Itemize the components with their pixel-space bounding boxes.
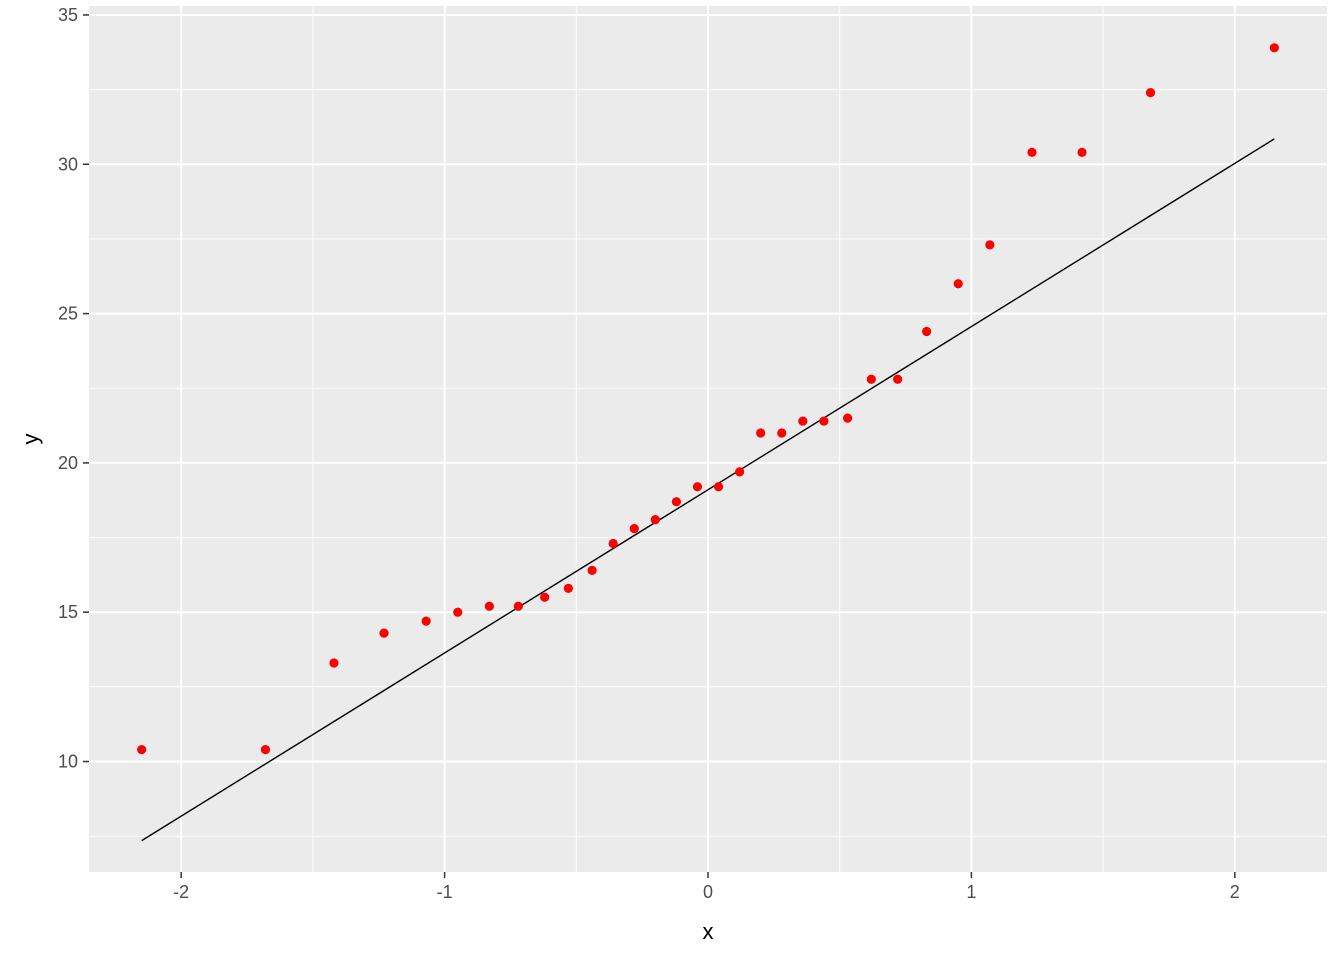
- y-tick-label: 30: [58, 154, 78, 174]
- data-point: [893, 374, 903, 384]
- data-point: [260, 744, 271, 755]
- y-tick-label: 25: [58, 304, 78, 324]
- data-point: [798, 416, 808, 426]
- reference-line: [141, 138, 1275, 842]
- data-point: [713, 482, 724, 492]
- data-point: [453, 607, 463, 617]
- data-point: [777, 428, 787, 438]
- data-point: [629, 523, 639, 534]
- data-point: [843, 413, 853, 423]
- data-point: [540, 592, 550, 602]
- data-point: [1027, 147, 1037, 157]
- x-tick-label: -1: [437, 882, 453, 902]
- data-point: [756, 428, 766, 438]
- x-tick-label: 2: [1230, 882, 1240, 902]
- y-tick-label: 35: [58, 5, 78, 25]
- y-axis-title: y: [18, 434, 43, 445]
- data-point: [379, 628, 389, 638]
- data-point: [650, 515, 660, 525]
- x-axis-ticks: -2 -1 0 1 2: [173, 872, 1240, 902]
- data-point: [1145, 88, 1156, 98]
- data-point: [735, 467, 745, 477]
- data-points: [137, 43, 1279, 755]
- data-point: [985, 240, 995, 250]
- data-point: [1269, 43, 1279, 53]
- data-point: [608, 538, 618, 549]
- data-point: [587, 565, 597, 575]
- data-point: [1077, 147, 1087, 157]
- reference-line-group: [141, 138, 1275, 842]
- y-tick-label: 15: [58, 602, 78, 622]
- x-axis-title: x: [703, 919, 714, 944]
- data-point: [953, 279, 963, 289]
- data-point: [563, 583, 573, 593]
- data-point: [819, 416, 829, 426]
- data-point: [671, 497, 681, 507]
- major-gridlines: [89, 6, 1327, 872]
- y-axis-ticks: 10 15 20 25 30 35: [58, 5, 89, 772]
- data-point: [922, 326, 932, 337]
- data-point: [866, 374, 876, 384]
- x-tick-label: 1: [966, 882, 976, 902]
- data-point: [329, 658, 339, 668]
- y-tick-label: 10: [58, 752, 78, 772]
- data-point: [513, 601, 523, 611]
- data-point: [692, 482, 703, 492]
- data-point: [421, 616, 431, 626]
- y-tick-label: 20: [58, 453, 78, 473]
- data-point: [484, 601, 494, 611]
- x-tick-label: -2: [173, 882, 189, 902]
- data-point: [137, 744, 147, 755]
- x-tick-label: 0: [703, 882, 713, 902]
